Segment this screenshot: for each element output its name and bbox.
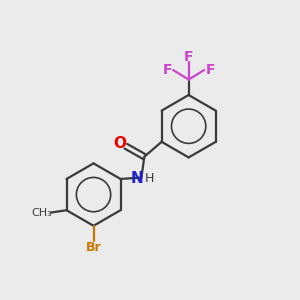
Text: CH₃: CH₃ (32, 208, 52, 218)
Text: F: F (163, 63, 172, 77)
Text: F: F (184, 50, 194, 64)
Text: H: H (145, 172, 154, 184)
Text: O: O (113, 136, 126, 152)
Text: F: F (205, 63, 215, 77)
Text: Br: Br (86, 241, 101, 254)
Text: N: N (130, 172, 143, 187)
